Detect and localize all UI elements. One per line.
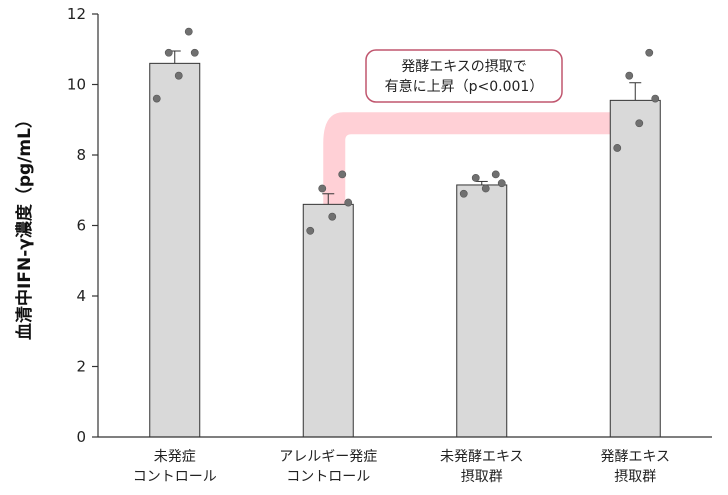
data-point	[651, 94, 660, 103]
data-point	[344, 198, 353, 207]
category-label: 未発症	[154, 449, 196, 465]
bars-layer	[149, 50, 661, 438]
data-point	[184, 27, 193, 36]
y-tick-label: 2	[76, 358, 86, 376]
data-point	[306, 226, 315, 235]
data-point	[635, 119, 644, 128]
y-axis-label: 血清中IFN-γ濃度（pg/mL）	[14, 111, 35, 340]
points-layer	[152, 27, 660, 235]
category-label: 摂取群	[461, 469, 503, 485]
y-tick-label: 8	[76, 146, 86, 164]
annotation-text: 発酵エキスの摂取で	[401, 59, 527, 75]
data-point	[497, 179, 506, 188]
data-point	[459, 189, 468, 198]
data-point	[481, 184, 490, 193]
data-point	[328, 212, 337, 221]
labels-layer: 024681012血清中IFN-γ濃度（pg/mL）未発症コントロールアレルギー…	[14, 5, 670, 485]
annotation-arrow-layer	[323, 100, 644, 205]
bar	[456, 184, 508, 438]
bar	[302, 203, 354, 438]
category-label: 未発酵エキス	[440, 449, 524, 465]
category-label: コントロール	[286, 469, 370, 485]
category-label: 摂取群	[614, 469, 656, 485]
data-point	[152, 94, 161, 103]
data-point	[190, 48, 199, 57]
y-tick-label: 12	[67, 5, 86, 23]
y-tick-label: 6	[76, 217, 86, 235]
data-point	[613, 144, 622, 152]
data-point	[645, 48, 654, 57]
annotation-arrow	[323, 100, 644, 205]
annotation-box	[365, 49, 563, 103]
y-tick-label: 4	[76, 287, 86, 305]
data-point	[625, 71, 634, 80]
y-tick-label: 0	[76, 428, 86, 446]
annotation-text: 有意に上昇（p<0.001）	[385, 78, 544, 95]
bar	[609, 99, 661, 438]
data-point	[164, 48, 173, 57]
y-tick-label: 10	[67, 76, 86, 94]
category-label: アレルギー発症	[279, 449, 377, 465]
category-label: 発酵エキス	[600, 449, 670, 465]
data-point	[338, 170, 347, 179]
data-point	[471, 174, 480, 182]
data-point	[318, 184, 327, 193]
bar	[149, 62, 201, 438]
data-point	[491, 170, 500, 179]
data-point	[174, 71, 183, 80]
axes-layer	[92, 13, 712, 438]
category-label: コントロール	[133, 469, 217, 485]
